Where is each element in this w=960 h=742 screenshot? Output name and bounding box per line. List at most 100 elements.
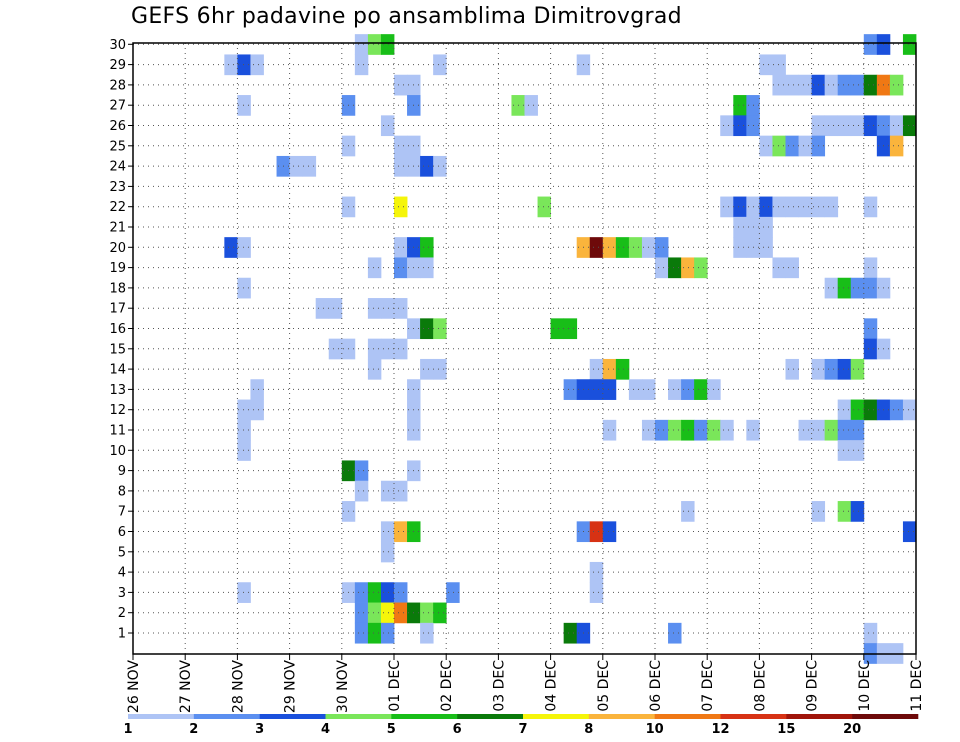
heatmap-cell (563, 318, 578, 340)
heatmap-cell (863, 257, 878, 279)
heatmap-cell (433, 54, 447, 76)
heatmap-cell (302, 155, 317, 177)
heatmap-cell (837, 419, 852, 441)
heatmap-cell (394, 582, 408, 603)
heatmap-cell (681, 257, 695, 279)
heatmap-cell (628, 237, 643, 258)
y-tick-label: 24 (109, 160, 126, 175)
heatmap-cell (759, 216, 773, 238)
heatmap-cell (433, 358, 447, 380)
x-tick-label: 02 DEC (439, 660, 455, 712)
heatmap-cell (694, 419, 708, 441)
y-tick-label: 14 (109, 363, 126, 378)
legend-label: 6 (453, 722, 462, 737)
y-tick-label: 12 (109, 403, 126, 418)
heatmap-cell (237, 419, 251, 441)
heatmap-cell (380, 622, 395, 644)
heatmap-cell (720, 196, 734, 218)
y-tick-label: 17 (109, 302, 126, 317)
heatmap-cell (837, 501, 852, 522)
y-tick-label: 30 (109, 38, 126, 53)
heatmap-cell (733, 237, 747, 258)
heatmap-cell (237, 95, 251, 116)
heatmap-cell (668, 257, 682, 279)
heatmap-cell (837, 277, 852, 299)
heatmap-cell (759, 196, 773, 218)
heatmap-cell (420, 318, 434, 340)
heatmap-cell (668, 419, 682, 441)
heatmap-cell (602, 237, 617, 258)
heatmap-cell (824, 74, 839, 96)
chart-title: GEFS 6hr padavine po ansamblima Dimitrov… (131, 4, 682, 29)
x-tick-label: 04 DEC (544, 660, 560, 712)
heatmap-cell (694, 379, 708, 400)
x-tick-label: 10 DEC (857, 660, 873, 712)
heatmap-cell (354, 602, 369, 624)
heatmap-cell (863, 74, 878, 96)
heatmap-cell (759, 135, 773, 157)
heatmap-cell (863, 318, 878, 340)
y-tick-label: 29 (109, 58, 126, 73)
x-tick-label: 05 DEC (596, 660, 612, 712)
y-tick-label: 13 (109, 383, 126, 398)
heatmap-cell (889, 135, 904, 157)
heatmap-cell (380, 480, 395, 502)
heatmap-cell (798, 419, 812, 441)
legend-label: 1 (123, 722, 132, 737)
heatmap-cell (772, 257, 786, 279)
heatmap-cell (380, 582, 395, 603)
heatmap-cell (615, 237, 630, 258)
heatmap-cell (354, 480, 369, 502)
y-tick-label: 11 (109, 424, 126, 439)
heatmap-cell (733, 196, 747, 218)
heatmap-cell (420, 155, 434, 177)
legend-label: 10 (646, 722, 664, 737)
heatmap-cell (863, 115, 878, 137)
x-tick-label: 07 DEC (700, 660, 716, 712)
heatmap-cell (354, 34, 369, 55)
heatmap-cell (772, 135, 786, 157)
heatmap-cell (380, 34, 395, 55)
heatmap-cell (550, 318, 565, 340)
heatmap-cell (237, 54, 251, 76)
heatmap-cell (589, 237, 604, 258)
heatmap-cell (589, 379, 604, 400)
heatmap-cell (785, 135, 799, 157)
legend-label: 5 (387, 722, 396, 737)
heatmap-cell (354, 582, 369, 603)
heatmap-cell (824, 419, 839, 441)
x-tick-label: 26 NOV (126, 660, 142, 714)
heatmap-cell (380, 541, 395, 563)
legend-swatch (786, 714, 853, 719)
heatmap-cell (367, 358, 382, 380)
y-tick-label: 22 (109, 200, 126, 215)
heatmap-cell (850, 399, 865, 421)
heatmap-cell (354, 622, 369, 644)
heatmap-cell (433, 318, 447, 340)
heatmap-cell (902, 34, 917, 55)
heatmap-cell (668, 622, 682, 644)
heatmap-cell (615, 358, 630, 380)
heatmap-cell (367, 622, 382, 644)
heatmap-cell (785, 74, 799, 96)
heatmap-cell (602, 358, 617, 380)
heatmap-cell (420, 358, 434, 380)
heatmap-cell (798, 135, 812, 157)
heatmap-cell (863, 196, 878, 218)
y-tick-label: 25 (109, 139, 126, 154)
heatmap-cell (237, 440, 251, 461)
heatmap-cell (315, 298, 330, 319)
y-tick-label: 8 (118, 484, 126, 499)
heatmap-cell (681, 379, 695, 400)
heatmap-cell (394, 338, 408, 360)
heatmap-cell (785, 257, 799, 279)
legend-swatch (128, 714, 195, 719)
x-tick-label: 08 DEC (752, 660, 768, 712)
heatmap-cell (394, 74, 408, 96)
heatmap-cell (380, 521, 395, 543)
heatmap-cell (798, 196, 812, 218)
heatmap-cell (420, 602, 434, 624)
heatmap-cell (824, 196, 839, 218)
heatmap-cell (394, 602, 408, 624)
heatmap-cell (420, 257, 434, 279)
